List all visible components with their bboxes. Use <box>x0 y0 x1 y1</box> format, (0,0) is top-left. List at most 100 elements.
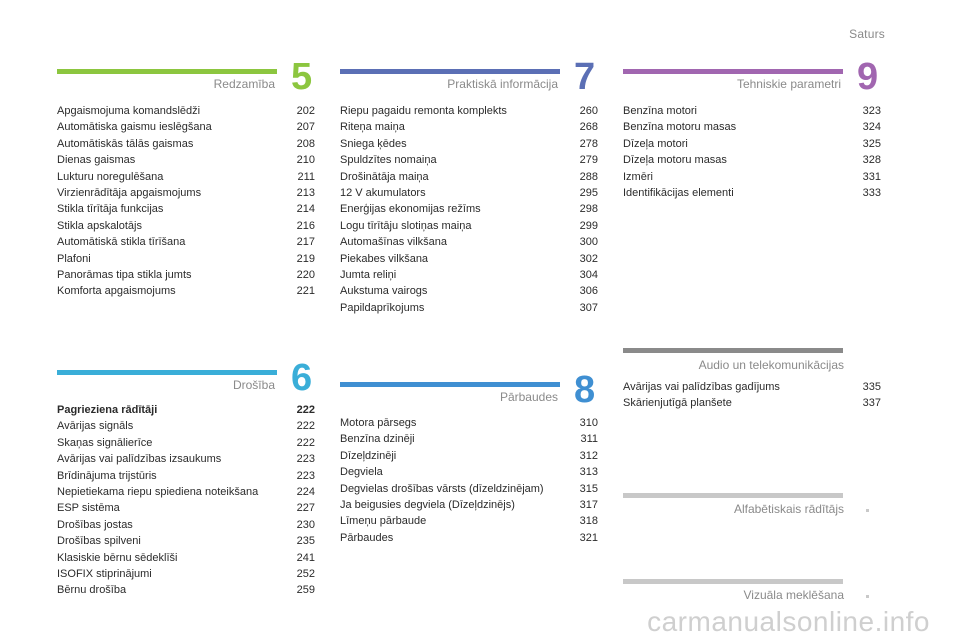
section-number: 6 <box>291 357 313 399</box>
toc-entry[interactable]: Papildaprīkojums 307 <box>340 300 598 316</box>
section-header: Pārbaudes 8 <box>340 370 598 416</box>
section-title[interactable]: Tehniskie parametri <box>736 77 841 91</box>
toc-entry[interactable]: Piekabes vilkšana 302 <box>340 251 598 267</box>
toc-entry[interactable]: Degviela 313 <box>340 464 598 480</box>
toc-entry[interactable]: Logu tīrītāju slotiņas maiņa 299 <box>340 218 598 234</box>
toc-entry[interactable]: Panorāmas tipa stikla jumts 220 <box>57 267 315 283</box>
toc-entry[interactable]: Nepietiekama riepu spiediena noteikšana 2… <box>57 484 315 500</box>
bullet-square-icon <box>866 595 869 598</box>
section-title[interactable]: Pārbaudes <box>499 390 558 404</box>
entry-title: Pārbaudes <box>340 531 394 544</box>
toc-entry[interactable]: Dīzeļdzinēji 312 <box>340 448 598 464</box>
entry-title: Dīzeļdzinēji <box>340 449 397 462</box>
toc-entry[interactable]: Skārienjutīgā planšete 337 <box>623 395 881 411</box>
entry-page-number: 213 <box>296 186 315 199</box>
entry-title: Dienas gaismas <box>57 154 136 167</box>
section-title[interactable]: Praktiskā informācija <box>447 77 558 91</box>
toc-entry[interactable]: Stikla tīrītāja funkcijas 214 <box>57 201 315 217</box>
section-title[interactable]: Audio un telekomunikācijas <box>698 358 844 372</box>
toc-entry[interactable]: Lukturu noregulēšana 211 <box>57 169 315 185</box>
toc-entry[interactable]: Riteņa maiņa 268 <box>340 119 598 135</box>
section-title[interactable]: Vizuāla meklēšana <box>743 588 844 602</box>
section-title[interactable]: Drošība <box>232 378 275 392</box>
toc-entry[interactable]: ISOFIX stiprinājumi 252 <box>57 566 315 582</box>
toc-entry[interactable]: Benzīna motori 323 <box>623 103 881 119</box>
toc-entry[interactable]: Skaņas signālierīce 222 <box>57 435 315 451</box>
entry-title: Papildaprīkojums <box>340 301 425 314</box>
entry-title: Avārijas vai palīdzības izsaukums <box>57 453 222 466</box>
toc-entry[interactable]: Bērnu drošība 259 <box>57 582 315 598</box>
toc-entry[interactable]: Ja beigusies degviela (Dīzeļdzinējs) 317 <box>340 497 598 513</box>
entry-title: Riteņa maiņa <box>340 121 405 134</box>
toc-entry[interactable]: Apgaismojuma komandslēdži 202 <box>57 103 315 119</box>
entry-title: Panorāmas tipa stikla jumts <box>57 268 192 281</box>
toc-entry[interactable]: Stikla apskalotājs 216 <box>57 218 315 234</box>
toc-entry[interactable]: Dīzeļa motoru masas 328 <box>623 152 881 168</box>
toc-entry[interactable]: Līmeņu pārbaude 318 <box>340 513 598 529</box>
toc-entry[interactable]: Plafoni 219 <box>57 251 315 267</box>
toc-entry[interactable]: Automātiska gaismu ieslēgšana 207 <box>57 119 315 135</box>
toc-entry[interactable]: Sniega ķēdes 278 <box>340 136 598 152</box>
toc-entry[interactable]: Automašīnas vilkšana 300 <box>340 234 598 250</box>
toc-entry[interactable]: Pārbaudes 321 <box>340 530 598 546</box>
section-title[interactable]: Alfabētiskais rādītājs <box>733 502 844 516</box>
section-bar <box>623 69 843 74</box>
entry-title: Stikla apskalotājs <box>57 219 142 232</box>
toc-entry[interactable]: Benzīna motoru masas 324 <box>623 119 881 135</box>
toc-entry[interactable]: Identifikācijas elementi 333 <box>623 185 881 201</box>
toc-entry[interactable]: Enerģijas ekonomijas režīms 298 <box>340 201 598 217</box>
toc-entry[interactable]: Klasiskie bērnu sēdeklīši 241 <box>57 550 315 566</box>
entry-title: Automātiskās tālās gaismas <box>57 137 194 150</box>
entry-list: Avārijas vai palīdzības gadījums 335 Skāri… <box>623 379 881 412</box>
toc-entry[interactable]: Benzīna dzinēji 311 <box>340 431 598 447</box>
toc-entry[interactable]: ESP sistēma 227 <box>57 500 315 516</box>
entry-title: Līmeņu pārbaude <box>340 515 427 528</box>
toc-entry[interactable]: Virzienrādītāja apgaismojums 213 <box>57 185 315 201</box>
toc-entry[interactable]: Motora pārsegs 310 <box>340 415 598 431</box>
entry-list: Riepu pagaidu remonta komplekts 260 Riteņa… <box>340 103 598 316</box>
section-bar <box>623 493 843 498</box>
toc-entry[interactable]: Spuldzītes nomaiņa 279 <box>340 152 598 168</box>
toc-entry[interactable]: Automātiskā stikla tīrīšana 217 <box>57 234 315 250</box>
toc-entry[interactable]: Aukstuma vairogs 306 <box>340 283 598 299</box>
entry-page-number: 219 <box>296 252 315 265</box>
contents-link[interactable]: Saturs <box>849 27 885 41</box>
toc-entry[interactable]: Avārijas vai palīdzības gadījums 335 <box>623 379 881 395</box>
entry-title: Stikla tīrītāja funkcijas <box>57 203 164 216</box>
toc-entry[interactable]: Dienas gaismas 210 <box>57 152 315 168</box>
entry-page-number: 252 <box>296 567 315 580</box>
entry-page-number: 315 <box>579 482 598 495</box>
toc-entry[interactable]: Jumta reliņi 304 <box>340 267 598 283</box>
toc-entry[interactable]: Drošības jostas 230 <box>57 517 315 533</box>
entry-page-number: 324 <box>862 121 881 134</box>
toc-entry[interactable]: Brīdinājuma trijstūris 223 <box>57 468 315 484</box>
entry-title: Degviela <box>340 466 383 479</box>
entry-page-number: 241 <box>296 551 315 564</box>
entry-page-number: 278 <box>579 137 598 150</box>
toc-entry[interactable]: 12 V akumulators 295 <box>340 185 598 201</box>
toc-entry[interactable]: Drošības spilveni 235 <box>57 533 315 549</box>
section-bar <box>623 348 843 353</box>
toc-entry[interactable]: Komforta apgaismojums 221 <box>57 283 315 299</box>
entry-title: Ja beigusies degviela (Dīzeļdzinējs) <box>340 498 515 511</box>
toc-entry[interactable]: Pagrieziena rādītāji 222 <box>57 402 315 418</box>
toc-entry[interactable]: Izmēri 331 <box>623 169 881 185</box>
entry-title: Benzīna dzinēji <box>340 433 415 446</box>
alphabetical-index[interactable]: Alfabētiskais rādītājs <box>623 490 881 520</box>
entry-page-number: 222 <box>296 404 315 416</box>
toc-entry[interactable]: Dīzeļa motori 325 <box>623 136 881 152</box>
toc-entry[interactable]: Automātiskās tālās gaismas 208 <box>57 136 315 152</box>
toc-entry[interactable]: Riepu pagaidu remonta komplekts 260 <box>340 103 598 119</box>
section-title[interactable]: Redzamība <box>213 77 275 91</box>
toc-entry[interactable]: Avārijas vai palīdzības izsaukums 223 <box>57 451 315 467</box>
entry-page-number: 311 <box>580 433 598 446</box>
toc-entry[interactable]: Drošinātāja maiņa 288 <box>340 169 598 185</box>
entry-page-number: 317 <box>579 498 598 511</box>
toc-entry[interactable]: Avārijas signāls 222 <box>57 418 315 434</box>
entry-page-number: 210 <box>296 154 315 167</box>
section-parbaudes: Pārbaudes 8 Motora pārsegs 310 Benzīna dzi… <box>340 370 598 544</box>
toc-entry[interactable]: Degvielas drošības vārsts (dīzeldzinējam… <box>340 481 598 497</box>
entry-title: Klasiskie bērnu sēdeklīši <box>57 551 178 564</box>
visual-search[interactable]: Vizuāla meklēšana <box>623 576 881 606</box>
entry-list: Motora pārsegs 310 Benzīna dzinēji 311 Dīzeļ… <box>340 415 598 546</box>
